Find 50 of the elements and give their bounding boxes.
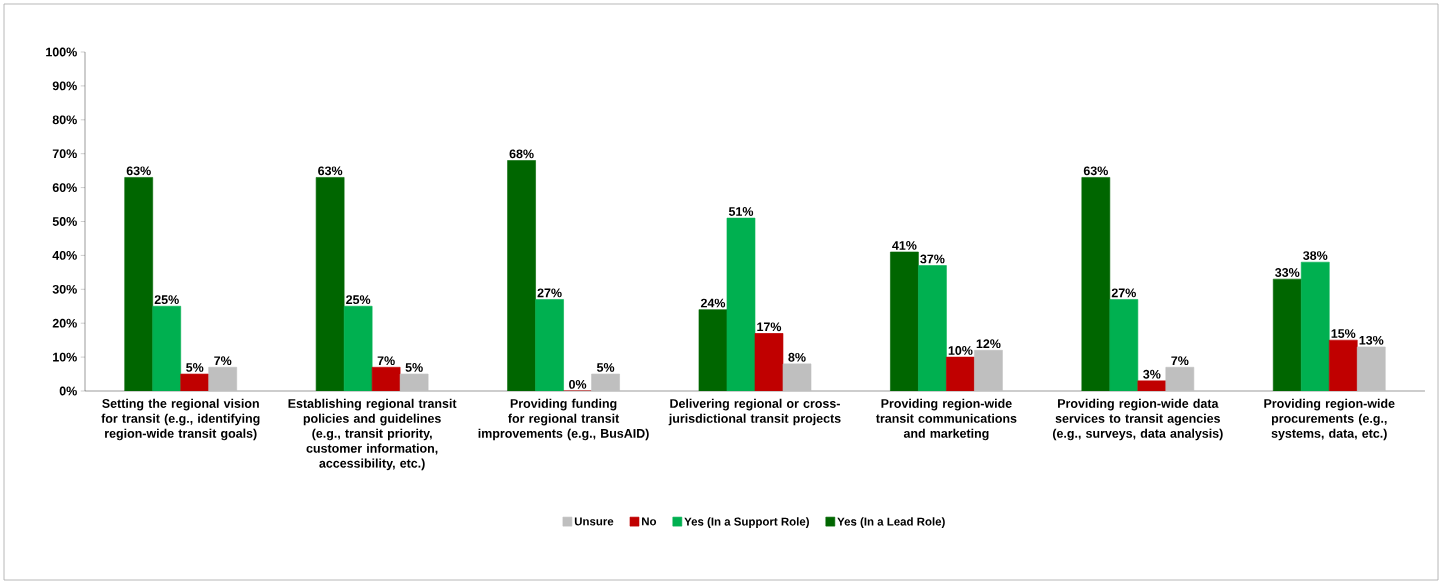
data-label: 27% [537,288,562,298]
x-tick-label: Delivering regional or cross-jurisdictional transit projects [668,398,841,426]
data-label: 38% [1303,251,1328,260]
y-tick-label: 20% [52,318,77,328]
data-label: 63% [126,166,151,176]
data-label: 27% [1111,288,1136,298]
data-label: 25% [154,295,179,305]
data-label: 25% [346,295,371,305]
x-tick-label: Setting the regional vision for transit (e.g., identifying region-wide transit goals) [101,398,260,441]
legend-label: Yes (In a Support Role) [684,517,809,528]
data-label: 33% [1275,268,1300,277]
y-tick-label: 80% [52,115,77,125]
data-label: 24% [700,298,726,308]
data-label: 63% [318,166,343,176]
data-label: 8% [788,352,806,362]
x-tick-label: Providing funding for regional transit improvements (e.g., BusAID) [478,398,649,441]
y-tick-label: 50% [52,217,77,226]
y-tick-label: 60% [52,183,77,193]
data-label: 0% [569,379,587,389]
data-label: 3% [1143,369,1161,379]
y-tick-label: 10% [53,352,77,362]
data-label: 5% [186,363,204,372]
x-tick-label: Providing region-wide procurements (e.g., systems, data, etc.) [1264,398,1395,441]
data-label: 51% [728,207,754,216]
data-label: 63% [1083,166,1108,176]
x-tick-label: Providing region-wide data services to transit agencies (e.g., surveys, data analysis) [1052,398,1223,441]
data-label: 17% [757,322,782,332]
data-label: 10% [948,346,973,355]
legend-label: Yes (In a Lead Role) [837,517,945,528]
data-label: 5% [405,363,423,372]
data-label: 41% [892,241,917,250]
y-tick-label: 30% [52,284,77,294]
data-label: 7% [1171,356,1189,366]
data-label: 12% [976,339,1001,349]
data-label: 68% [509,149,534,159]
y-tick-label: 40% [52,251,77,260]
x-tick-label: Establishing regional transit policies and guidelines (e.g., transit priority, customer information, accessibility, etc.) [288,398,457,471]
data-label: 5% [596,363,615,372]
legend-label: No [642,517,657,526]
y-tick-label: 90% [52,81,77,91]
data-label: 7% [377,356,395,366]
data-label: 15% [1331,329,1356,338]
data-label: 13% [1359,335,1384,345]
data-label: 7% [214,356,232,366]
legend-label: Unsure [574,517,614,526]
y-tick-label: 70% [52,149,77,159]
data-label: 37% [920,254,945,264]
x-tick-label: Providing region-wide transit communications and marketing [875,398,1017,441]
y-tick-label: 100% [46,47,77,57]
y-tick-label: 0% [59,386,77,396]
